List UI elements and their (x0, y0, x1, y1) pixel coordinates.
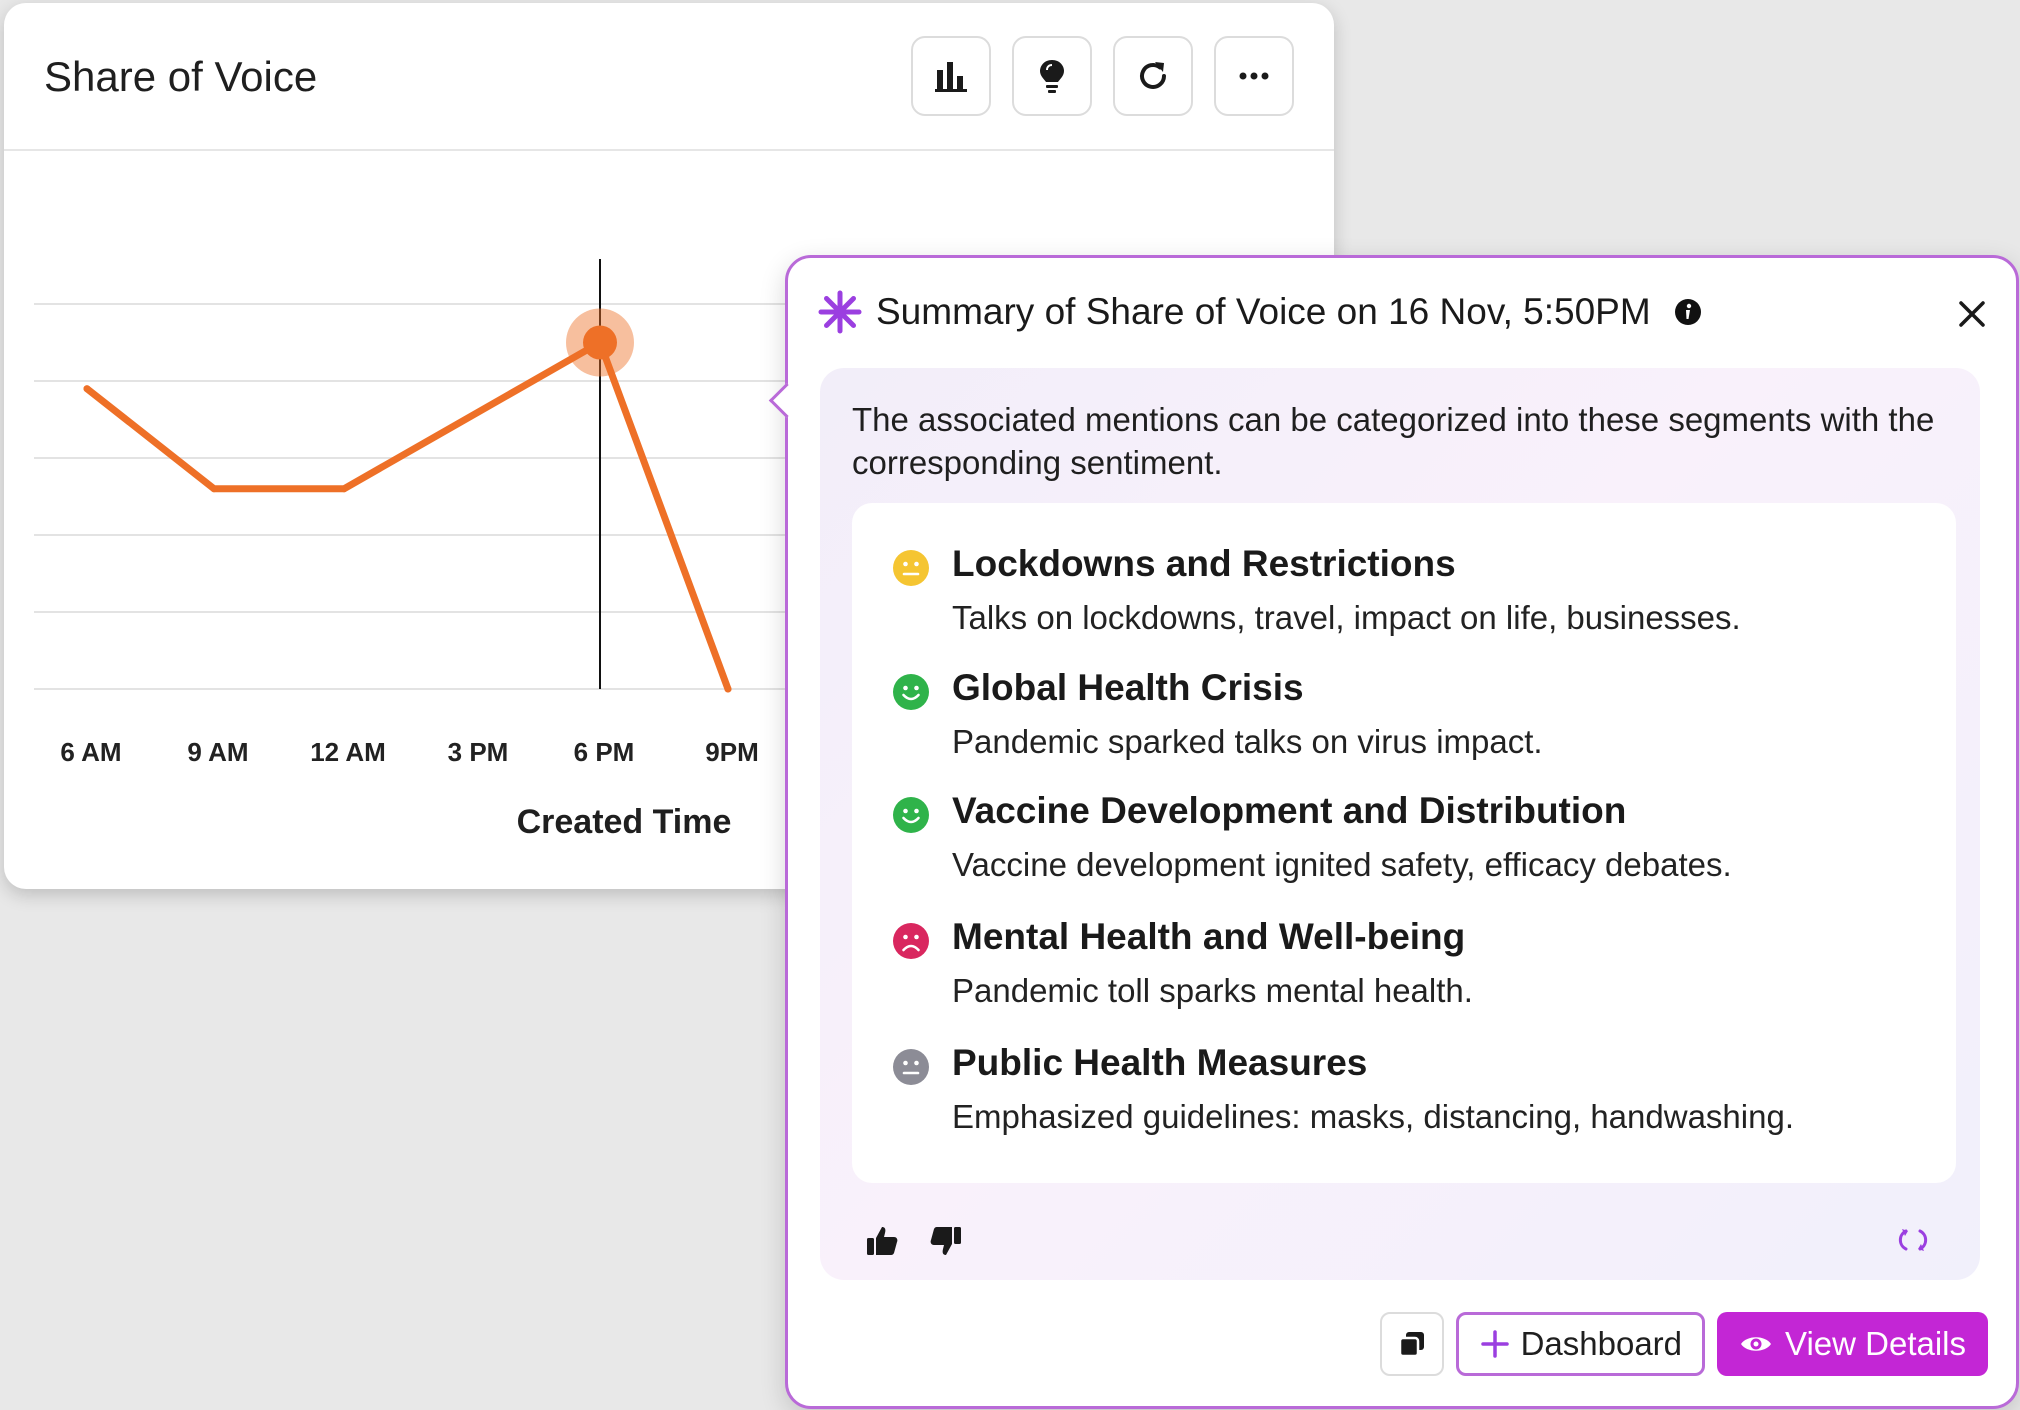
more-horizontal-icon (1239, 72, 1269, 80)
segment-title: Lockdowns and Restrictions (952, 543, 1456, 584)
view-details-label: View Details (1785, 1325, 1966, 1362)
add-to-dashboard-button[interactable]: Dashboard (1455, 1312, 1706, 1376)
segment-title: Global Health Crisis (952, 667, 1304, 708)
data-point[interactable] (83, 385, 91, 393)
popover-footer: Dashboard View Details (1379, 1312, 1988, 1376)
segment-description: Pandemic sparked talks on virus impact. (952, 723, 1543, 760)
bar-chart-icon (935, 62, 967, 92)
x-tick-label: 6 AM (60, 737, 122, 767)
neutral-face-icon (893, 1049, 929, 1085)
segment-title: Mental Health and Well-being (952, 916, 1466, 957)
card-header: Share of Voice (4, 3, 1334, 151)
copy-icon (1398, 1332, 1424, 1358)
series-line[interactable] (83, 339, 732, 693)
chart-type-button[interactable] (911, 36, 991, 116)
data-point[interactable] (724, 685, 732, 693)
lightbulb-icon (1040, 60, 1064, 93)
neutral-face-icon (893, 550, 929, 586)
happy-face-icon (893, 674, 929, 710)
segment-title: Vaccine Development and Distribution (952, 790, 1627, 831)
eye-icon (1741, 1337, 1772, 1351)
segment-description: Vaccine development ignited safety, effi… (952, 846, 1732, 883)
segment-title: Public Health Measures (952, 1042, 1368, 1083)
plus-icon (1480, 1330, 1509, 1358)
thumbs-up-icon[interactable] (864, 1223, 900, 1259)
x-tick-label: 12 AM (310, 737, 386, 767)
summary-intro: The associated mentions can be categoriz… (852, 401, 1935, 481)
copy-button[interactable] (1379, 1312, 1444, 1376)
close-icon[interactable] (1952, 294, 1992, 334)
view-details-button[interactable]: View Details (1717, 1312, 1988, 1376)
popover-header: Summary of Share of Voice on 16 Nov, 5:5… (818, 290, 1703, 334)
refresh-icon (1140, 62, 1166, 89)
insights-button[interactable] (1012, 36, 1092, 116)
data-point[interactable] (583, 325, 617, 360)
x-tick-label: 3 PM (447, 737, 509, 767)
data-point[interactable] (210, 485, 218, 493)
segment-description: Emphasized guidelines: masks, distancing… (952, 1098, 1794, 1135)
ai-sparkle-icon (818, 290, 862, 334)
card-toolbar (911, 36, 1294, 116)
thumbs-down-icon[interactable] (928, 1223, 964, 1259)
x-tick-label: 9 AM (187, 737, 249, 767)
x-tick-label: 9PM (705, 737, 759, 767)
data-point[interactable] (340, 485, 348, 493)
summary-body: The associated mentions can be categoriz… (820, 368, 1980, 1280)
segment-description: Talks on lockdowns, travel, impact on li… (952, 599, 1741, 636)
dashboard-label: Dashboard (1520, 1325, 1683, 1362)
regenerate-icon[interactable] (1896, 1223, 1930, 1257)
sad-face-icon (893, 923, 929, 959)
happy-face-icon (893, 797, 929, 833)
refresh-button[interactable] (1113, 36, 1193, 116)
x-tick-label: 6 PM (573, 737, 635, 767)
popover-title: Summary of Share of Voice on 16 Nov, 5:5… (876, 291, 1651, 332)
segment-list: Lockdowns and Restrictions Talks on lock… (852, 503, 1956, 1183)
summary-popover: Summary of Share of Voice on 16 Nov, 5:5… (768, 255, 2019, 1409)
segment-description: Pandemic toll sparks mental health. (952, 972, 1473, 1009)
more-options-button[interactable] (1214, 36, 1294, 116)
info-icon[interactable] (1673, 297, 1703, 327)
card-title: Share of Voice (44, 53, 318, 100)
x-axis-label: Created Time (516, 803, 732, 841)
